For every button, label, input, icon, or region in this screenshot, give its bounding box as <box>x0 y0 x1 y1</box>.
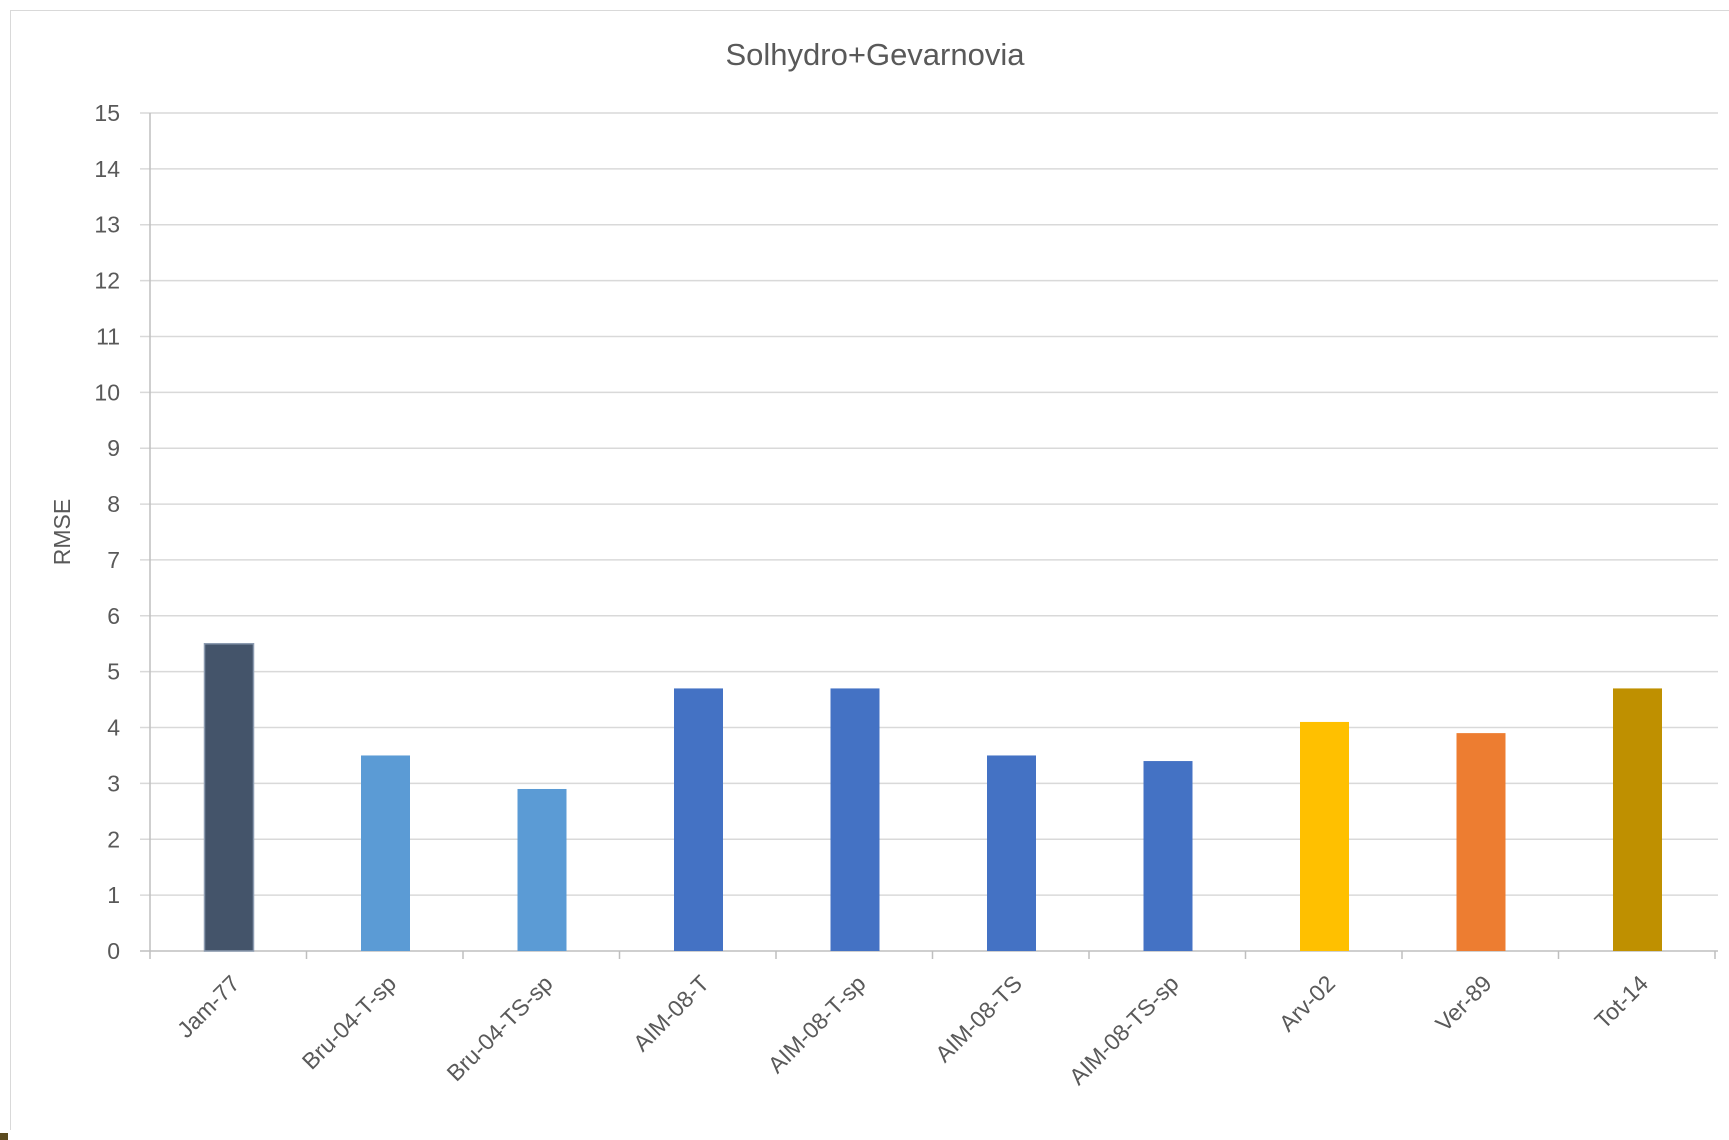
x-tick-label: AIM-08-T-sp <box>763 970 871 1078</box>
corner-mark <box>0 1133 8 1140</box>
bar-aim-08-t <box>674 688 723 951</box>
y-tick-label: 5 <box>107 659 120 685</box>
x-tick-label: AIM-08-TS <box>930 970 1027 1067</box>
x-tick-label: AIM-08-T <box>628 970 714 1056</box>
x-tick-label: Bru-04-TS-sp <box>442 970 558 1086</box>
chart-title: Solhydro+Gevarnovia <box>726 37 1026 72</box>
bar-aim-08-ts-sp <box>1143 761 1193 951</box>
bar-aim-08-t-sp <box>830 688 880 951</box>
y-tick-label: 4 <box>107 715 120 741</box>
x-tick-label: Bru-04-T-sp <box>297 970 401 1074</box>
y-tick-label: 6 <box>107 603 120 629</box>
x-tick-labels: Jam-77 Bru-04-T-sp Bru-04-TS-sp AIM-08-T AIM… <box>172 970 1653 1090</box>
bar-jam-77 <box>203 642 255 952</box>
y-tick-label: 9 <box>107 435 120 461</box>
bar-aim-08-ts <box>987 755 1036 951</box>
x-tick-label: AIM-08-TS-sp <box>1064 970 1184 1090</box>
x-tick-label: Ver-89 <box>1430 970 1496 1036</box>
y-tick-label: 12 <box>94 268 120 294</box>
y-tick-label: 2 <box>107 826 120 852</box>
y-tick-label: 8 <box>107 491 120 517</box>
bar-bru-04-t-sp <box>361 755 410 951</box>
bars <box>203 642 1662 952</box>
y-tick-label: 14 <box>94 156 120 182</box>
y-tick-label: 13 <box>94 212 120 238</box>
chart-frame <box>10 10 1729 1130</box>
bar-bru-04-ts-sp <box>517 788 567 951</box>
gridlines <box>140 112 1718 959</box>
bar-arv-02 <box>1300 721 1349 951</box>
y-tick-label: 10 <box>94 379 120 405</box>
y-tick-label: 11 <box>96 323 120 349</box>
x-tick-label: Tot-14 <box>1589 970 1653 1034</box>
y-tick-label: 7 <box>107 547 120 573</box>
bar-tot-14 <box>1613 688 1662 951</box>
y-tick-label: 1 <box>107 882 120 908</box>
y-tick-label: 3 <box>107 770 120 796</box>
y-tick-label: 15 <box>94 100 120 126</box>
y-tick-label: 0 <box>107 938 120 964</box>
y-axis-title: RMSE <box>49 499 75 565</box>
x-tick-label: Jam-77 <box>172 970 245 1043</box>
bar-ver-89 <box>1456 733 1506 951</box>
x-tick-label: Arv-02 <box>1274 970 1340 1036</box>
